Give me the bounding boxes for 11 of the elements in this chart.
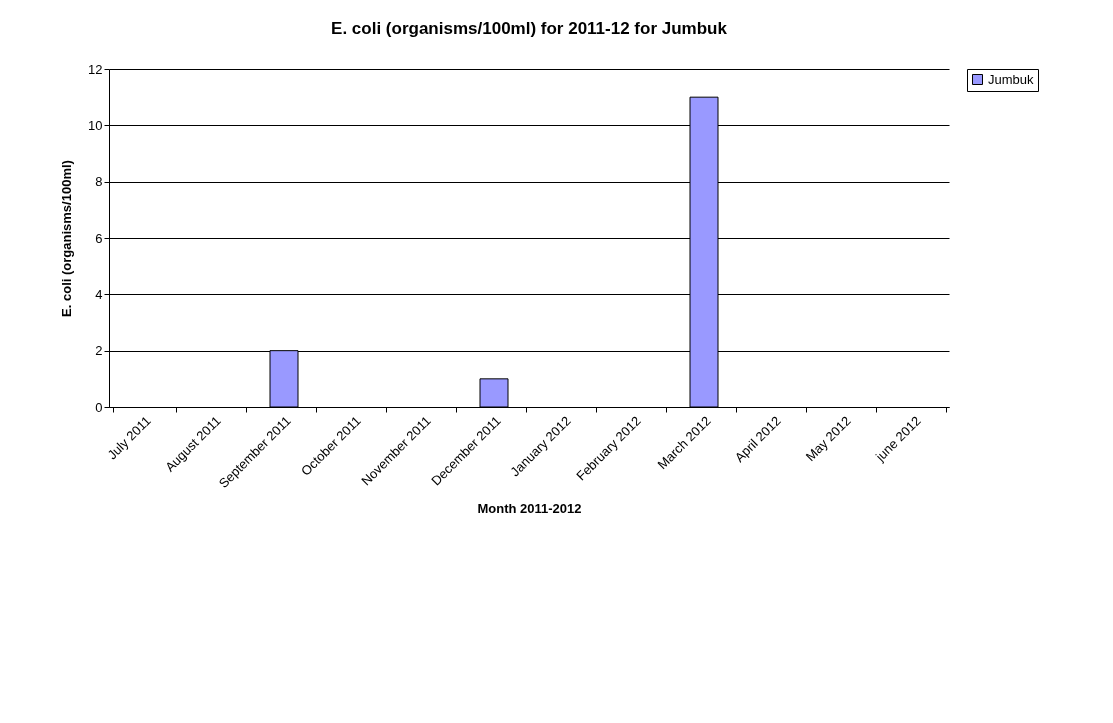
x-axis-title: Month 2011-2012: [477, 500, 582, 516]
y-tick-label: 0: [95, 399, 103, 415]
y-tick-label: 2: [95, 343, 103, 359]
y-tick-label: 6: [95, 230, 103, 246]
chart-title: E. coli (organisms/100ml) for 2011-12 for Jumbuk: [331, 19, 728, 38]
legend-label: Jumbuk: [988, 71, 1035, 87]
y-tick-label: 10: [88, 117, 103, 133]
y-tick-label: 8: [95, 174, 103, 190]
y-tick-label: 4: [95, 286, 103, 302]
y-axis-title: E. coli (organisms/100ml): [59, 160, 75, 317]
y-tick-label: 12: [88, 61, 103, 77]
